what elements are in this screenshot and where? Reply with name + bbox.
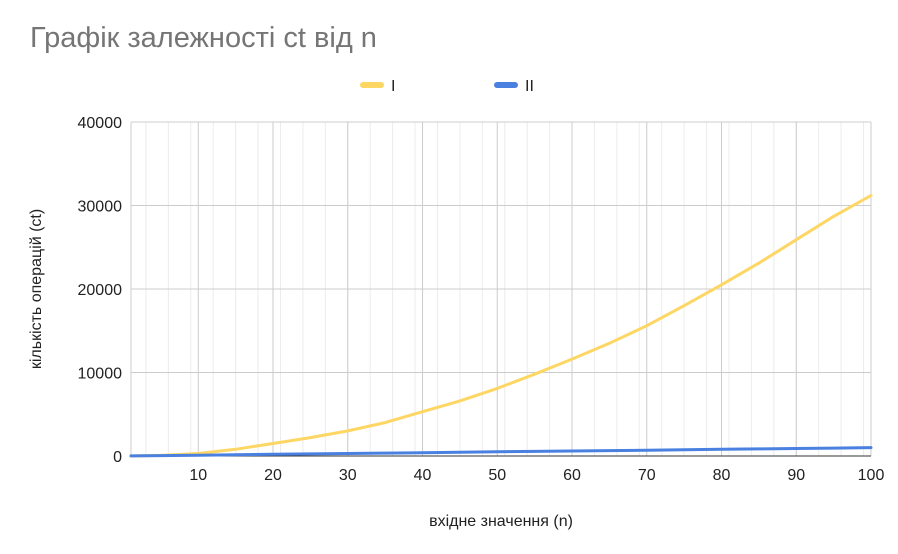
legend-label-2: II [525,78,534,95]
y-tick-label: 10000 [78,366,123,383]
x-tick-label: 40 [414,467,432,484]
legend-label-1: I [391,78,395,95]
y-tick-label: 30000 [78,199,123,216]
x-tick-label: 10 [189,467,207,484]
x-tick-label: 50 [488,467,506,484]
series-line-1 [129,194,873,458]
x-tick-label: 80 [713,467,731,484]
series-line-2 [129,446,873,458]
legend: I II [360,78,534,95]
chart-title: Графік залежності ct від n [30,22,377,54]
x-tick-label: 90 [787,467,805,484]
x-tick-label: 60 [563,467,581,484]
y-axis-title: кількість операцій (ct) [28,209,45,369]
x-tick-label: 100 [858,467,885,484]
series-lines [129,194,873,458]
x-tick-label: 30 [339,467,357,484]
x-axis-ticks: 10 20 30 40 50 60 70 80 90 100 [189,467,884,484]
y-tick-label: 40000 [78,115,123,132]
major-gridlines [130,121,872,457]
x-tick-label: 70 [638,467,656,484]
y-axis-ticks: 0 10000 20000 30000 40000 [78,115,123,466]
x-axis-title: вхідне значення (n) [429,513,573,530]
y-tick-label: 0 [113,449,122,466]
x-tick-label: 20 [264,467,282,484]
y-tick-label: 20000 [78,282,123,299]
